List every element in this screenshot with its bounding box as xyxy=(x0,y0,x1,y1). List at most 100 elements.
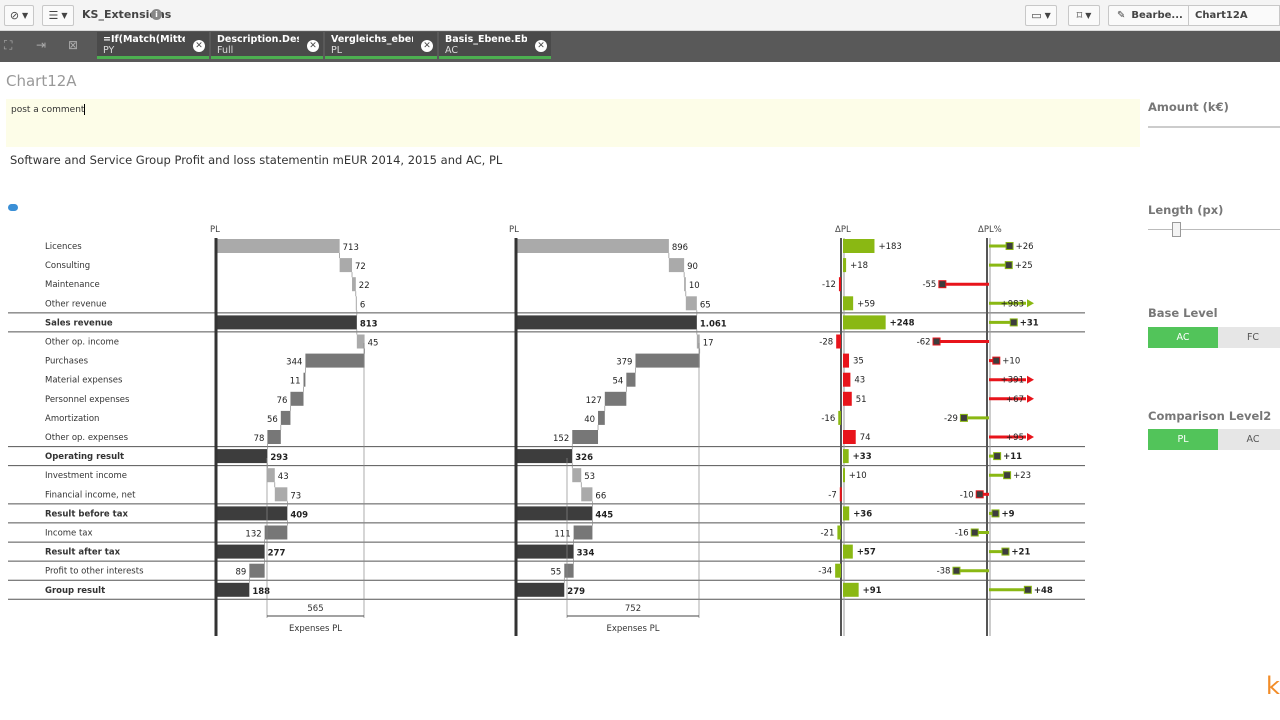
delta-value-label: +183 xyxy=(878,242,901,252)
percent-value-label: -10 xyxy=(960,490,974,500)
percent-value-label: +25 xyxy=(1015,261,1033,271)
menu-button[interactable]: ☰ ▼ xyxy=(42,5,74,26)
percent-value-label: -62 xyxy=(917,338,931,348)
selection-value: AC xyxy=(445,45,458,56)
percent-pin-head xyxy=(970,528,979,537)
waterfall-bar xyxy=(581,487,593,502)
percent-value-label: +391 xyxy=(1001,376,1024,386)
waterfall-bar xyxy=(355,296,357,311)
close-icon[interactable]: ✕ xyxy=(193,40,205,52)
chart-subtitle: Software and Service Group Profit and lo… xyxy=(10,153,503,167)
delta-value-label: 43 xyxy=(854,376,865,386)
percent-pin-head xyxy=(992,356,1001,365)
percent-value-label: +67 xyxy=(1006,395,1024,405)
row-label: Other op. expenses xyxy=(45,433,129,443)
base-level-fc-button[interactable]: FC xyxy=(1218,327,1280,348)
waterfall-value-label: 56 xyxy=(267,415,278,425)
selection-chip[interactable]: =If(Match(Mitte... PY ✕ xyxy=(97,32,209,59)
percent-pin-head xyxy=(991,509,1000,518)
close-icon[interactable]: ✕ xyxy=(307,40,319,52)
waterfall-bar xyxy=(290,391,304,406)
comparison-toggle: PL AC xyxy=(1148,429,1280,450)
waterfall-bar xyxy=(267,430,281,444)
waterfall-bar xyxy=(249,563,265,578)
percent-overflow-arrow xyxy=(1027,433,1034,441)
edit-button[interactable]: ✎ Bearbe... xyxy=(1108,5,1188,26)
waterfall-value-label: 132 xyxy=(245,530,261,540)
percent-value-label: +26 xyxy=(1016,242,1034,252)
row-label: Profit to other interests xyxy=(45,567,144,577)
delta-bar xyxy=(843,372,851,387)
selection-chip[interactable]: Vergleichs_eben... PL ✕ xyxy=(325,32,437,59)
waterfall-bar xyxy=(217,449,268,464)
step-forward-icon[interactable]: ⇥ xyxy=(36,38,47,52)
delta-value-label: +36 xyxy=(853,509,872,519)
row-label: Result after tax xyxy=(45,548,121,558)
waterfall-value-label: 11 xyxy=(290,377,301,387)
close-icon[interactable]: ✕ xyxy=(535,40,547,52)
speech-bubble-icon[interactable] xyxy=(8,204,18,211)
waterfall-value-label: 445 xyxy=(595,510,613,520)
delta-bar xyxy=(837,525,841,540)
waterfall-bar xyxy=(517,239,669,253)
compass-icon: ⊘ xyxy=(9,9,20,22)
row-label: Consulting xyxy=(45,261,90,271)
delta-bar xyxy=(836,334,841,349)
clear-selections-icon[interactable]: ⊠ xyxy=(68,38,79,52)
percent-value-label: +9 xyxy=(1001,509,1014,519)
row-label: Investment income xyxy=(45,471,127,481)
waterfall-value-label: 40 xyxy=(584,415,595,425)
waterfall-bar xyxy=(626,372,636,387)
percent-value-label: +95 xyxy=(1006,433,1024,443)
lasso-icon[interactable]: ⛶ xyxy=(4,38,13,52)
bookmark-button[interactable]: ⌑ ▼ xyxy=(1068,5,1100,26)
waterfall-bar xyxy=(684,277,686,292)
pencil-icon: ✎ xyxy=(1117,10,1126,21)
selection-chip[interactable]: Description.Des... Full ✕ xyxy=(211,32,323,59)
waterfall-value-label: 111 xyxy=(554,530,570,540)
waterfall-value-label: 17 xyxy=(703,339,714,349)
selection-chip[interactable]: Basis_Ebene.Ebe... AC ✕ xyxy=(439,32,551,59)
delta-value-label: -34 xyxy=(818,567,832,577)
waterfall-bar xyxy=(517,582,565,597)
amount-input-line[interactable] xyxy=(1148,126,1280,128)
waterfall-bar xyxy=(573,525,593,540)
comparison-pl-button[interactable]: PL xyxy=(1148,429,1218,450)
column-header: ΔPL xyxy=(835,225,851,235)
length-slider-handle[interactable] xyxy=(1172,222,1181,237)
waterfall-bar xyxy=(668,258,685,273)
delta-value-label: -16 xyxy=(821,414,835,424)
delta-bar xyxy=(839,487,842,502)
percent-value-label: +23 xyxy=(1013,471,1031,481)
info-icon[interactable]: i xyxy=(151,9,162,20)
close-icon[interactable]: ✕ xyxy=(421,40,433,52)
waterfall-value-label: 54 xyxy=(612,377,623,387)
present-button[interactable]: ▭ ▼ xyxy=(1025,5,1057,26)
percent-pin-head xyxy=(952,566,961,575)
waterfall-bar xyxy=(303,372,306,387)
comparison-ac-button[interactable]: AC xyxy=(1218,429,1280,450)
bracket-label: Expenses PL xyxy=(606,624,659,634)
length-slider-track[interactable] xyxy=(1148,229,1280,230)
app-title: KS_Extensions xyxy=(82,8,172,21)
base-level-ac-button[interactable]: AC xyxy=(1148,327,1218,348)
waterfall-value-label: 409 xyxy=(290,510,308,520)
row-label: Other op. income xyxy=(45,338,119,348)
delta-value-label: +59 xyxy=(857,299,875,309)
delta-bar xyxy=(843,582,859,597)
delta-value-label: +57 xyxy=(857,548,876,558)
percent-value-label: +10 xyxy=(1002,357,1020,367)
delta-bar xyxy=(838,410,841,425)
waterfall-value-label: 66 xyxy=(595,491,606,501)
percent-pin-head xyxy=(975,490,984,499)
selection-field: =If(Match(Mitte... xyxy=(103,34,185,45)
row-label: Income tax xyxy=(45,529,93,539)
screen-icon: ▭ xyxy=(1031,9,1042,22)
bracket-label: Expenses PL xyxy=(289,624,342,634)
comment-input[interactable]: post a comment xyxy=(6,99,1140,147)
delta-value-label: -21 xyxy=(820,529,834,539)
delta-bar xyxy=(843,391,852,406)
navigation-button[interactable]: ⊘ ▼ xyxy=(4,5,34,26)
waterfall-bar xyxy=(604,391,627,406)
sheet-name[interactable]: Chart12A xyxy=(1188,5,1280,26)
